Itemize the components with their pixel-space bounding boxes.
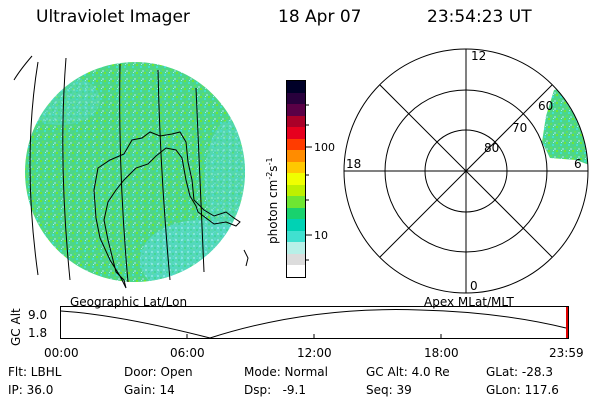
glon-readout: GLon: 117.6 <box>486 383 559 397</box>
timeline-tick-2359: 23:59 <box>549 346 584 360</box>
colorbar-segment <box>287 196 305 208</box>
mlt-label-12: 12 <box>471 49 486 63</box>
colorbar-segment <box>287 81 305 93</box>
mlt-label-6: 6 <box>574 157 582 171</box>
earth-image-panel <box>13 55 249 289</box>
door-readout: Door: Open <box>124 365 193 379</box>
longitude-lines <box>13 55 205 283</box>
colorbar-tick-10: 10 <box>314 229 328 242</box>
colorbar-segment <box>287 173 305 185</box>
glat-readout: GLat: -28.3 <box>486 365 553 379</box>
ip-readout: IP: 36.0 <box>8 383 54 397</box>
mode-readout: Mode: Normal <box>244 365 328 379</box>
colorbar-ticks <box>306 104 312 261</box>
dsp-readout: Dsp: -9.1 <box>244 383 307 397</box>
colorbar-tick-100: 100 <box>314 141 335 154</box>
colorbar-segment <box>287 207 305 220</box>
altitude-curve <box>60 309 567 339</box>
colorbar-segment <box>287 242 305 254</box>
colorbar-segment <box>287 150 305 162</box>
colorbar-segment <box>287 230 305 243</box>
timeline-tick-0000: 00:00 <box>44 346 79 360</box>
mlat-label-70: 70 <box>512 121 527 135</box>
gc-alt-readout: GC Alt: 4.0 Re <box>366 365 450 379</box>
gain-readout: Gain: 14 <box>124 383 175 397</box>
timeline-tick-0600: 06:00 <box>170 346 205 360</box>
auroral-oval-patch <box>542 86 588 166</box>
mlt-label-0: 0 <box>470 279 478 293</box>
colorbar-segment <box>287 138 305 151</box>
polar-plot: 12 18 6 0 60 70 80 <box>343 48 589 294</box>
colorbar-segment <box>287 127 305 139</box>
instrument-title: Ultraviolet Imager <box>36 7 190 27</box>
colorbar-segment <box>287 253 305 266</box>
timeline-tick-1800: 18:00 <box>424 346 459 360</box>
timeline-tick-1200: 12:00 <box>297 346 332 360</box>
geographic-label: Geographic Lat/Lon <box>70 295 188 309</box>
colorbar-segment <box>287 161 305 174</box>
timeline-ymax: 9.0 <box>28 308 48 322</box>
mlat-label-80: 80 <box>484 141 499 155</box>
seq-readout: Seq: 39 <box>366 383 412 397</box>
date-label: 18 Apr 07 <box>278 7 362 27</box>
mlt-label-18: 18 <box>346 157 361 171</box>
filter-readout: Flt: LBHL <box>8 365 62 379</box>
colorbar-segment <box>287 115 305 128</box>
timeline-ymin: 1.8 <box>28 326 48 340</box>
colorbar-segment <box>287 104 305 116</box>
orbit-altitude-timeline <box>60 306 569 339</box>
colorbar-segment <box>287 265 305 277</box>
colorbar-segment <box>287 184 305 197</box>
coastline <box>93 131 241 289</box>
apex-label: Apex MLat/MLT <box>424 295 514 309</box>
colorbar-segment <box>287 92 305 105</box>
colorbar-segment <box>287 219 305 231</box>
colorbar <box>286 80 306 278</box>
timeline-ylabel: GC Alt <box>9 308 23 346</box>
time-label: 23:54:23 UT <box>427 7 532 27</box>
mlat-label-60: 60 <box>538 99 553 113</box>
colorbar-label: photon cm-2s-1 <box>265 157 280 244</box>
